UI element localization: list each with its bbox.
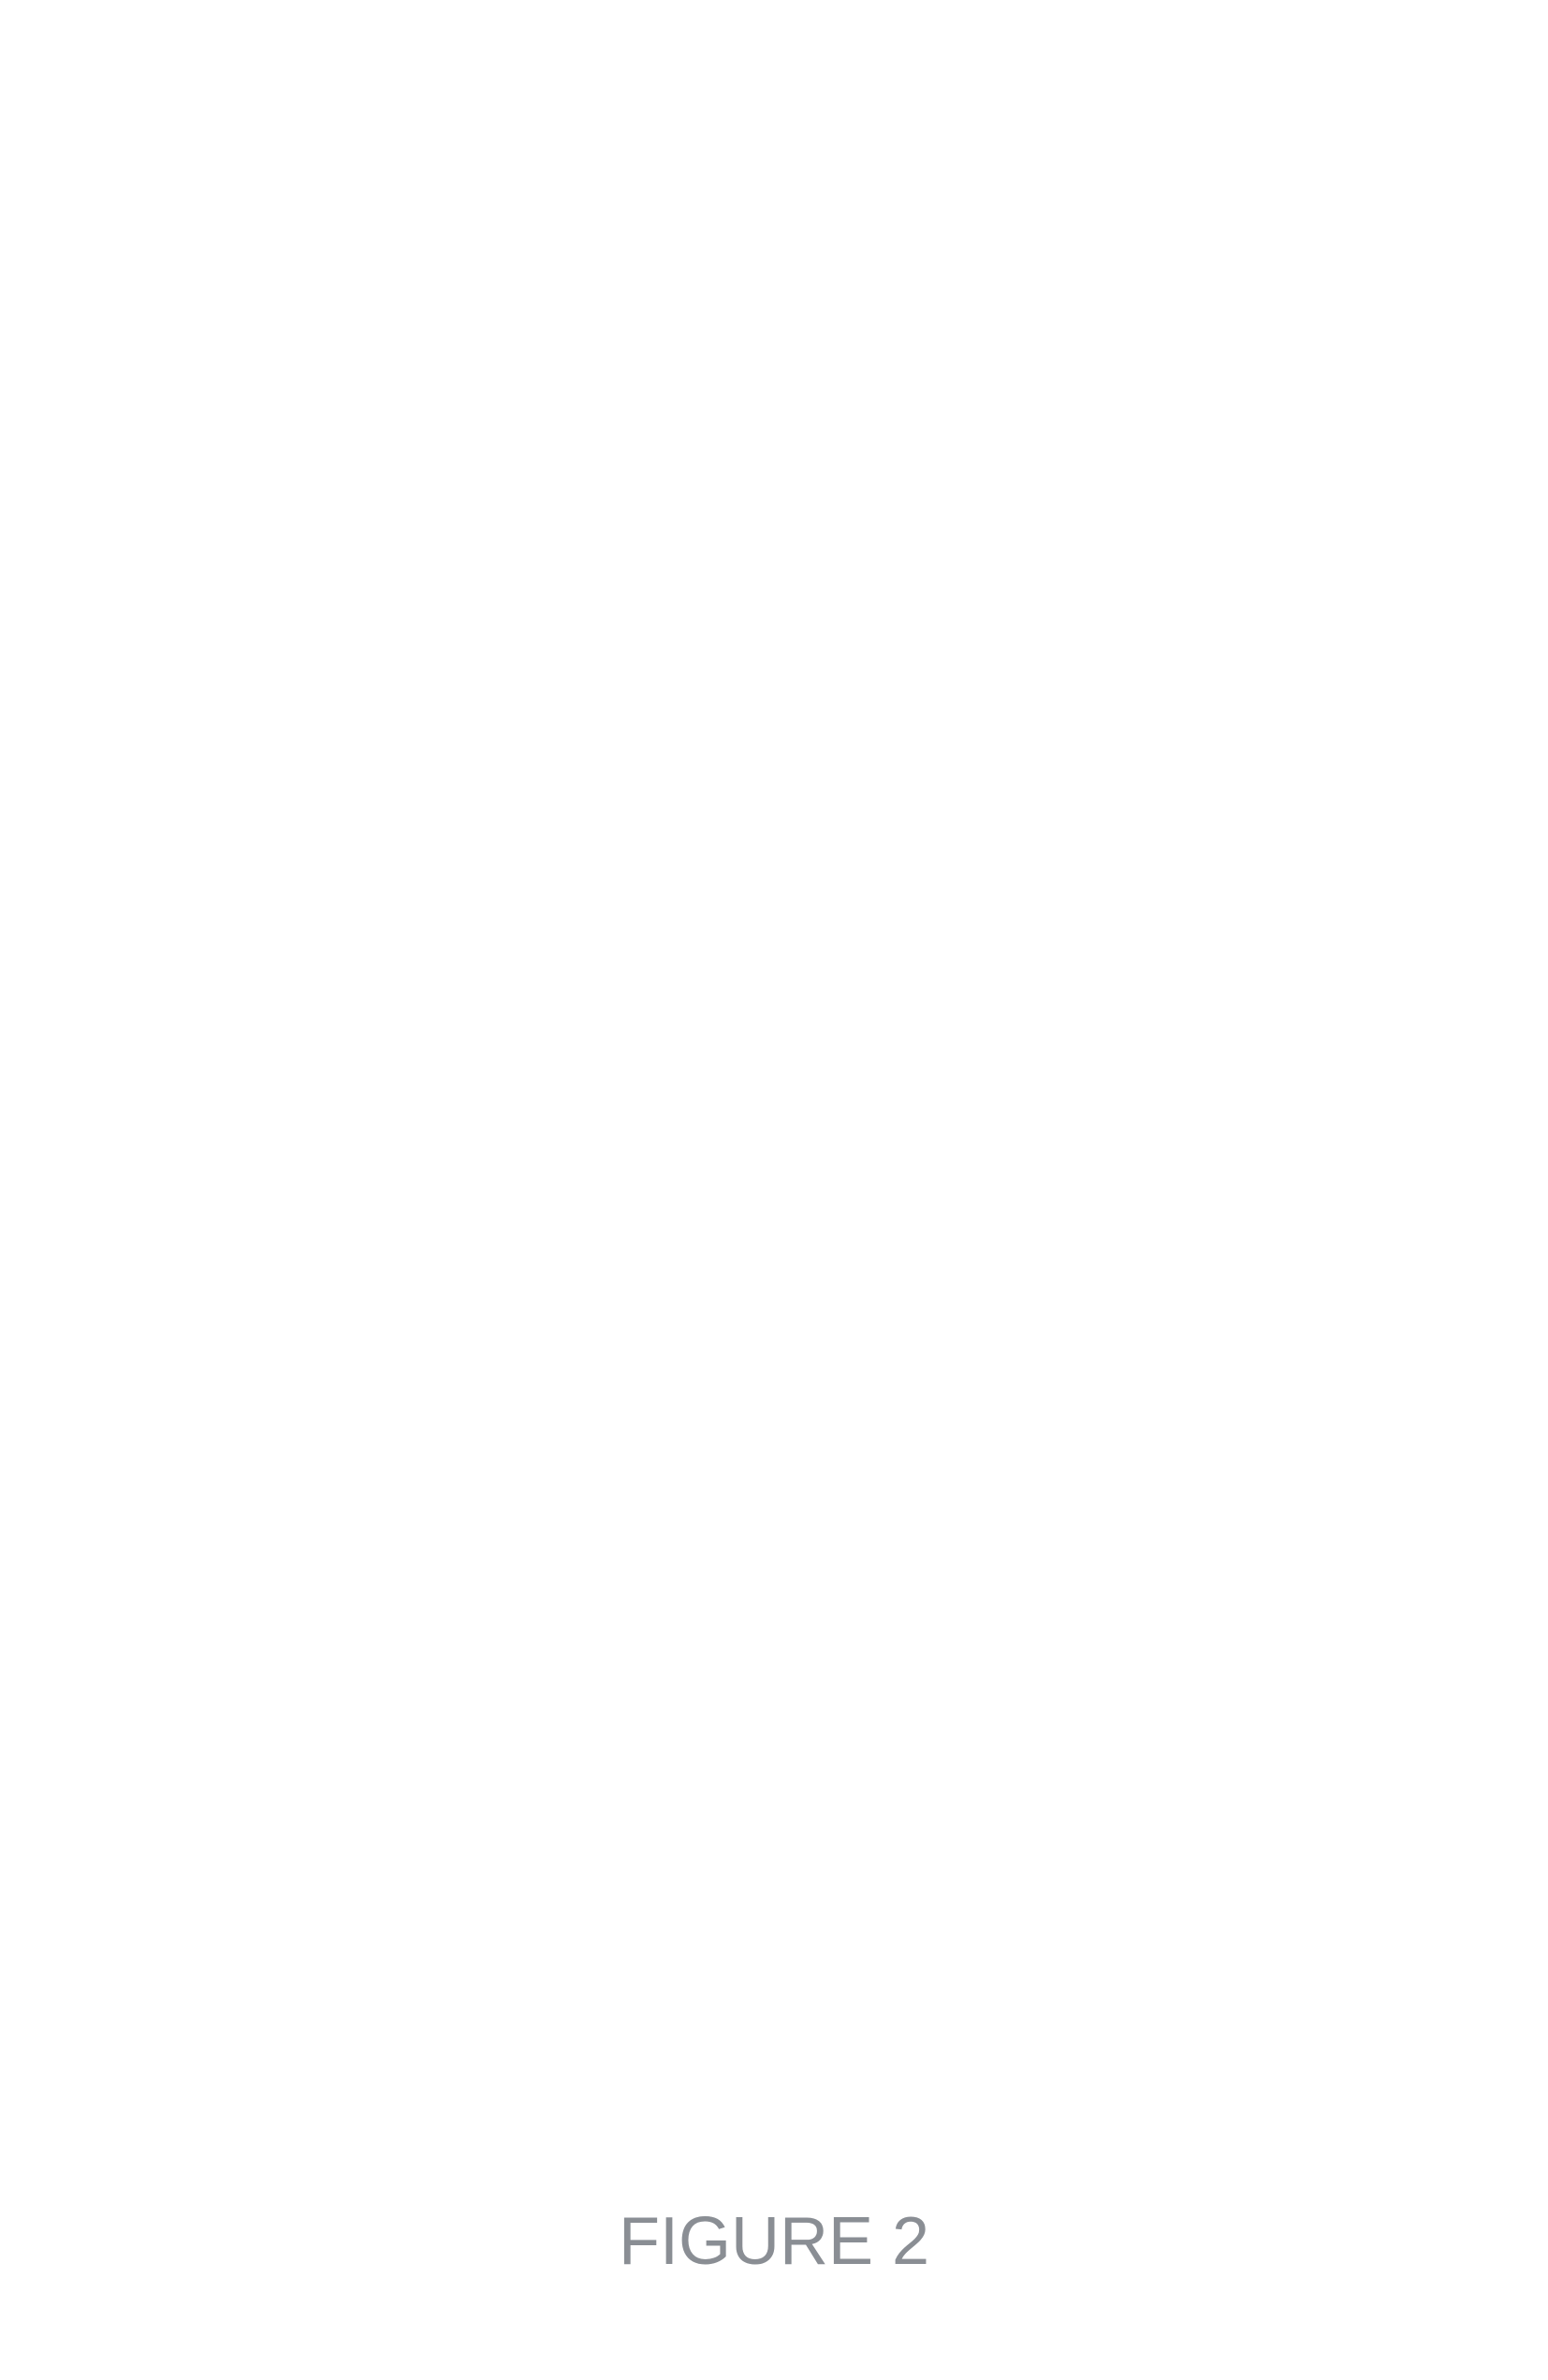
- figure-title: FIGURE 2: [619, 2204, 929, 2279]
